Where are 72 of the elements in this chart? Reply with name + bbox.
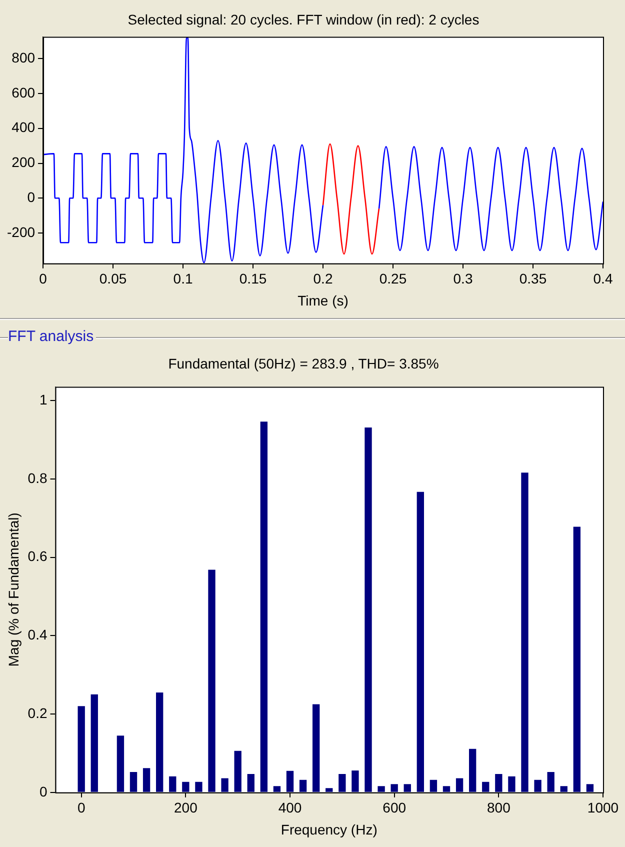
- bar: [390, 784, 398, 792]
- bar: [495, 774, 502, 792]
- bar: [430, 780, 438, 792]
- bar: [234, 750, 242, 792]
- y-tick-label: 800: [12, 49, 36, 66]
- y-tick-label: 0.4: [28, 626, 48, 643]
- x-tick-label: 0.3: [453, 270, 473, 287]
- y-tick-label: 600: [12, 84, 36, 100]
- line-series: [322, 143, 380, 255]
- x-tick-label: 800: [486, 800, 511, 816]
- bar: [142, 768, 150, 792]
- x-tick-label: 0.35: [519, 270, 547, 287]
- chart-title: Fundamental (50Hz) = 283.9 , THD= 3.85%: [168, 355, 439, 372]
- bar: [338, 774, 346, 792]
- bar: [116, 736, 124, 792]
- bar: [521, 472, 528, 792]
- x-tick-label: 0: [77, 800, 86, 816]
- x-tick-label: 0.25: [379, 270, 407, 287]
- x-tick-label: 0.1: [173, 270, 193, 287]
- y-tick-label: -200: [6, 224, 36, 240]
- bar: [78, 706, 85, 792]
- bar: [221, 778, 228, 792]
- bar: [312, 704, 320, 792]
- bar: [182, 782, 190, 792]
- bar: [247, 774, 254, 792]
- chart-title: Selected signal: 20 cycles. FFT window (in red): 2 cycles: [128, 11, 480, 28]
- bar: [482, 782, 490, 792]
- y-axis-title: Mag (% of Fundamental): [5, 512, 22, 667]
- bar: [508, 776, 516, 792]
- x-tick-label: 600: [382, 800, 406, 816]
- bar: [260, 422, 268, 792]
- y-tick-label: 1: [39, 391, 48, 408]
- bar: [573, 526, 581, 792]
- bar: [469, 748, 476, 792]
- bar: [273, 786, 281, 792]
- bar: [299, 780, 307, 792]
- bar: [364, 428, 372, 792]
- bar: [169, 776, 176, 792]
- bar: [442, 786, 450, 792]
- x-tick-label: 0.2: [313, 270, 333, 287]
- y-tick-label: 0.6: [28, 548, 48, 564]
- y-tick-label: 200: [12, 154, 36, 170]
- x-tick-label: 0.4: [593, 270, 613, 287]
- y-tick-label: 0.2: [28, 704, 48, 721]
- x-tick-label: 400: [278, 800, 302, 816]
- x-tick-label: 0.15: [239, 270, 267, 287]
- bar: [378, 786, 385, 792]
- x-axis-title: Time (s): [298, 292, 348, 308]
- bar: [456, 778, 464, 792]
- bar: [195, 782, 202, 792]
- bar: [90, 694, 98, 792]
- bar: [208, 570, 216, 792]
- y-tick-label: 0: [39, 783, 48, 800]
- bar: [130, 772, 138, 792]
- x-axis-title: Frequency (Hz): [280, 821, 378, 838]
- bar: [286, 770, 294, 792]
- bar: [404, 784, 411, 792]
- bar: [560, 786, 568, 792]
- y-tick-label: 400: [12, 119, 36, 136]
- y-tick-label: 0: [27, 189, 36, 206]
- x-tick-label: 0.05: [99, 270, 127, 287]
- bar: [326, 788, 333, 792]
- bar: [547, 772, 554, 792]
- bar: [586, 784, 594, 792]
- x-tick-label: 200: [174, 800, 198, 816]
- text: FFT analysis: [8, 328, 96, 345]
- bar: [352, 770, 359, 792]
- y-tick-label: 0.8: [28, 470, 48, 486]
- bar: [534, 780, 542, 792]
- bar: [416, 492, 424, 792]
- x-tick-label: 1000: [587, 800, 619, 816]
- bar: [156, 692, 164, 792]
